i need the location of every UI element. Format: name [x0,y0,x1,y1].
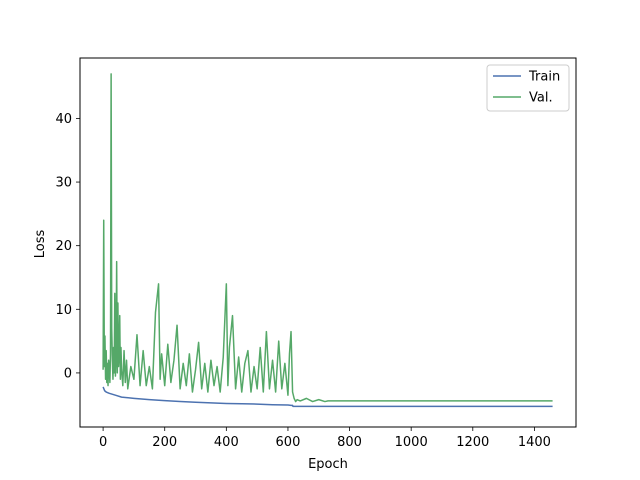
y-axis-ticks: 0 10 20 30 40 [55,112,80,381]
y-tick-label: 0 [64,366,72,381]
legend-label-val: Val. [529,91,553,106]
series-line-val [102,73,553,403]
y-tick-label: 10 [55,303,72,318]
x-axis-label: Epoch [308,457,348,472]
legend: Train Val. [486,64,570,112]
x-tick-label: 800 [337,435,362,450]
y-tick-label: 30 [55,176,72,191]
y-tick-label: 20 [55,239,72,254]
x-tick-label: 600 [276,435,301,450]
x-tick-label: 400 [214,435,239,450]
y-tick-label: 40 [55,112,72,127]
series-line-train [102,386,553,408]
plot-frame [79,57,577,428]
plot-area [102,73,553,408]
x-tick-label: 0 [99,435,107,450]
x-tick-label: 1200 [456,435,489,450]
legend-label-train: Train [528,70,560,85]
x-tick-label: 200 [152,435,177,450]
x-tick-label: 1000 [395,435,428,450]
y-axis-label: Loss [33,230,48,259]
x-axis-ticks: 0 200 400 600 800 1000 1200 1400 [99,427,551,450]
x-tick-label: 1400 [518,435,551,450]
